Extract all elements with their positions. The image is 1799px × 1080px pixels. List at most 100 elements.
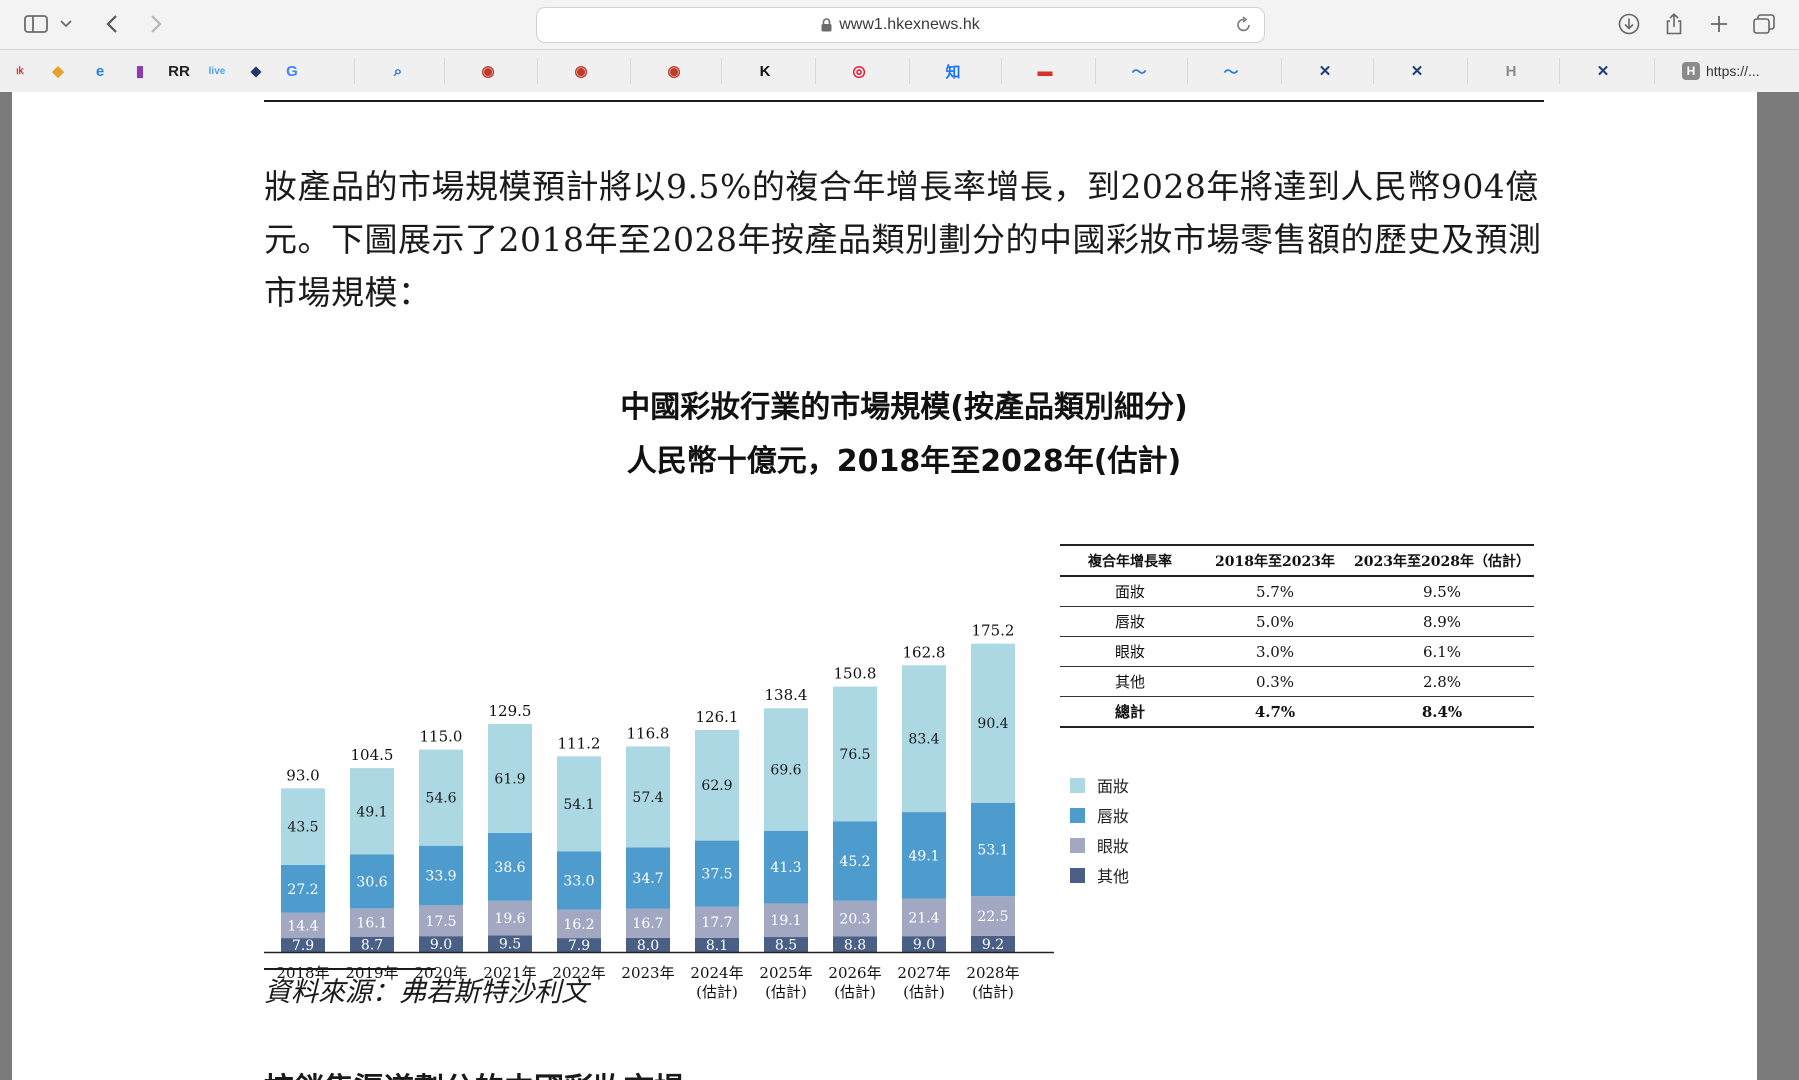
new-tab-icon[interactable] — [1703, 9, 1735, 39]
weibo-icon[interactable]: ◎ — [852, 63, 866, 80]
x-tick-label: 2021年 — [483, 964, 536, 982]
seal-icon[interactable]: ◉ — [667, 63, 681, 80]
bar-segment — [350, 854, 394, 909]
total-label: 104.5 — [351, 746, 394, 764]
bar-segment — [971, 643, 1015, 803]
table-row: 其他 0.3% 2.8% — [1060, 666, 1534, 697]
tab-overview-icon[interactable] — [1748, 9, 1780, 39]
back-button[interactable] — [96, 9, 128, 39]
x-tick-label: 2025年 — [759, 964, 812, 982]
chevron-down-icon[interactable] — [56, 9, 76, 39]
reload-icon[interactable] — [1236, 16, 1252, 38]
ie-browser-icon[interactable]: e — [95, 62, 105, 80]
data-label: 7.9 — [568, 938, 590, 954]
total-label: 126.1 — [696, 708, 739, 726]
data-label: 22.5 — [977, 909, 1008, 925]
share-icon[interactable] — [1658, 9, 1690, 39]
bar-segment — [419, 845, 463, 906]
colorful-diamond-icon[interactable]: ◆ — [52, 63, 64, 80]
favorites-separator — [354, 58, 355, 84]
bar-segment — [626, 847, 670, 909]
bar-segment — [764, 903, 808, 938]
table-cell: 總計 — [1060, 696, 1200, 728]
table-row-total: 總計 4.7% 8.4% — [1060, 696, 1534, 728]
favorites-separator — [1467, 58, 1468, 84]
bar-segment — [695, 729, 739, 841]
data-label: 61.9 — [494, 771, 525, 787]
x-tick-sublabel: (估計) — [834, 983, 876, 1001]
data-label: 8.5 — [775, 938, 797, 954]
data-label: 33.9 — [425, 869, 456, 885]
data-label: 57.4 — [632, 790, 663, 806]
bar-segment — [764, 708, 808, 831]
legend-swatch — [1070, 867, 1085, 883]
data-label: 16.1 — [356, 916, 387, 932]
total-label: 175.2 — [972, 622, 1015, 640]
bar-segment — [281, 938, 325, 952]
cagr-header-label: 複合年增長率 — [1060, 544, 1200, 577]
table-cell: 眼妝 — [1060, 636, 1200, 667]
data-label: 9.0 — [913, 937, 935, 953]
favorites-separator — [1095, 58, 1096, 84]
seal-icon[interactable]: ◉ — [574, 63, 588, 80]
legend-label: 面妝 — [1097, 777, 1130, 796]
x-logo-icon[interactable]: ✕ — [1596, 63, 1610, 80]
bar-segment — [764, 937, 808, 952]
bar-segment — [557, 938, 601, 952]
bar-segment — [833, 936, 877, 952]
favorites-separator — [1654, 58, 1655, 84]
favorites-separator — [537, 58, 538, 84]
table-cell: 唇妝 — [1060, 606, 1200, 637]
data-label: 9.0 — [430, 937, 452, 953]
zhihu-icon[interactable]: 知 — [945, 63, 961, 81]
rr-icon[interactable]: RR — [168, 62, 190, 80]
cagr-header-period1: 2018年至2023年 — [1200, 544, 1350, 577]
legend-item: 其他 — [1070, 860, 1129, 890]
address-bar[interactable]: www1.hkexnews.hk — [536, 7, 1265, 43]
favorites-separator — [1187, 58, 1188, 84]
bar-segment — [419, 936, 463, 952]
favorites-separator — [1559, 58, 1560, 84]
x-logo-icon[interactable]: ✕ — [1410, 63, 1424, 80]
download-icon[interactable] — [1613, 9, 1645, 39]
x-tick-label: 2023年 — [621, 964, 674, 982]
data-label: 17.5 — [425, 914, 456, 930]
x-tick-sublabel: (估計) — [972, 983, 1014, 1001]
book-icon[interactable]: ▮ — [135, 63, 145, 80]
lock-icon — [821, 18, 832, 32]
bar-segment — [419, 905, 463, 937]
url-text: www1.hkexnews.hk — [839, 16, 980, 33]
swoosh-icon[interactable]: ～ — [1131, 63, 1147, 81]
bar-segment — [902, 936, 946, 952]
total-label: 115.0 — [420, 728, 463, 746]
search-icon[interactable]: ⌕ — [393, 62, 403, 80]
bar-segment — [281, 912, 325, 939]
bar-segment — [488, 935, 532, 952]
live-icon[interactable]: live — [208, 65, 226, 77]
table-cell: 面妝 — [1060, 576, 1200, 607]
total-label: 138.4 — [765, 686, 808, 704]
seal-icon[interactable]: ◉ — [481, 63, 495, 80]
x-logo-icon[interactable]: ✕ — [1318, 63, 1332, 80]
data-label: 19.6 — [494, 911, 525, 927]
data-label: 33.0 — [563, 874, 594, 890]
red-logo-icon[interactable]: 𐌹𐌺 — [16, 65, 24, 77]
h-logo-icon[interactable]: H — [1505, 62, 1517, 80]
x-tick-label: 2024年 — [690, 964, 743, 982]
table-cell: 5.7% — [1200, 576, 1350, 607]
data-label: 8.8 — [844, 937, 866, 953]
data-label: 20.3 — [839, 912, 870, 928]
sidebar-toggle-icon[interactable] — [20, 9, 52, 39]
favorites-separator — [444, 58, 445, 84]
data-label: 14.4 — [287, 918, 318, 934]
google-icon[interactable]: G — [286, 62, 298, 80]
data-label: 37.5 — [701, 867, 732, 883]
swoosh-icon[interactable]: ～ — [1223, 63, 1239, 81]
forward-button[interactable] — [140, 9, 172, 39]
k-logo-icon[interactable]: K — [759, 62, 771, 80]
bird-icon[interactable]: ⬥ — [250, 62, 262, 80]
table-cell: 8.9% — [1350, 606, 1534, 637]
red-badge-icon[interactable]: ▬ — [1037, 62, 1053, 80]
data-label: 30.6 — [356, 874, 387, 890]
